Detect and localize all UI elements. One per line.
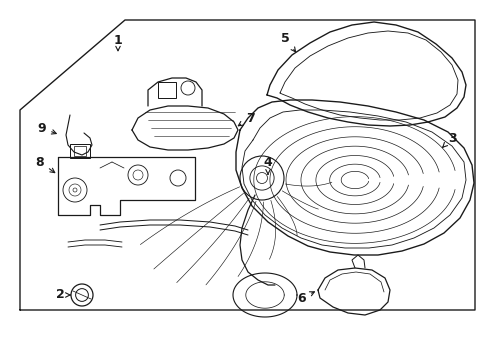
Text: 4: 4 (264, 156, 272, 174)
Bar (70, 144, 90, 158)
Text: 8: 8 (36, 156, 55, 173)
Text: 1: 1 (114, 33, 122, 51)
Text: 9: 9 (38, 122, 56, 135)
Text: 3: 3 (442, 131, 456, 147)
Text: 5: 5 (281, 32, 295, 52)
Text: 6: 6 (298, 292, 315, 305)
Text: 2: 2 (56, 288, 70, 302)
Text: 7: 7 (238, 112, 254, 126)
Bar (158, 82, 176, 98)
Bar (74, 146, 86, 156)
